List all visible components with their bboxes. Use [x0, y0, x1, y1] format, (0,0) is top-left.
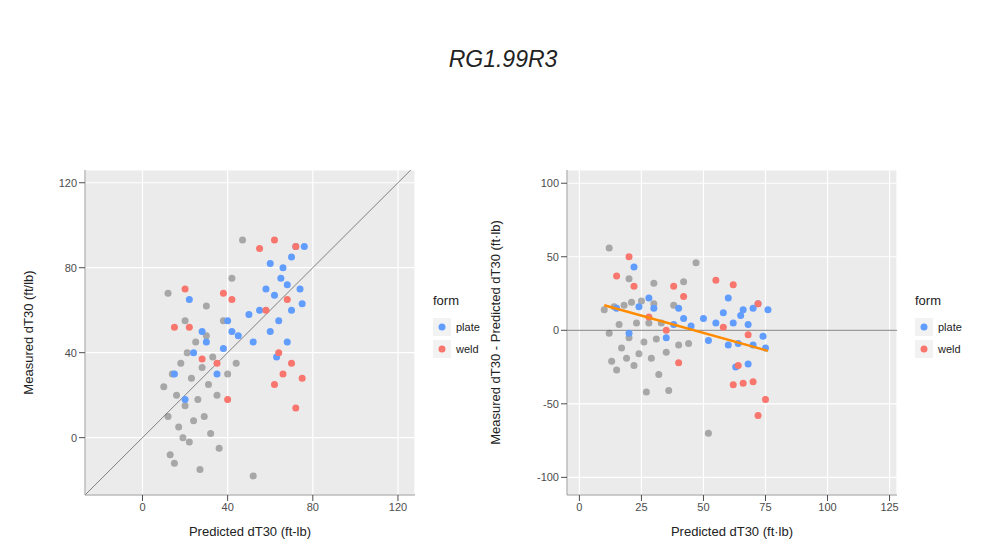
svg-text:120: 120	[59, 177, 77, 189]
svg-text:125: 125	[880, 501, 898, 513]
html-text:weld: weld	[456, 342, 479, 355]
svg-text:-50: -50	[543, 398, 559, 410]
svg-text:Measured dT30 - Predicted dT30: Measured dT30 - Predicted dT30 (ft·lb)	[488, 220, 503, 445]
svg-text:80: 80	[65, 262, 77, 274]
svg-text:40: 40	[65, 347, 77, 359]
svg-text:Predicted dT30 (ft·lb): Predicted dT30 (ft·lb)	[671, 524, 793, 539]
svg-text:0: 0	[71, 432, 77, 444]
svg-text:40: 40	[222, 501, 234, 513]
svg-text:0: 0	[576, 501, 582, 513]
svg-text:Predicted dT30 (ft-lb): Predicted dT30 (ft-lb)	[189, 524, 311, 539]
svg-text:50: 50	[547, 251, 559, 263]
html-text:plate: plate	[456, 320, 480, 333]
svg-text:Measured dT30 (ft/lb): Measured dT30 (ft/lb)	[21, 270, 36, 394]
svg-text:50: 50	[697, 501, 709, 513]
svg-text:80: 80	[307, 501, 319, 513]
html-text:form: form	[433, 292, 459, 308]
svg-text:75: 75	[759, 501, 771, 513]
html-text:weld: weld	[938, 342, 961, 355]
html-text:form: form	[915, 292, 941, 308]
svg-text:100: 100	[818, 501, 836, 513]
svg-text:100: 100	[541, 177, 559, 189]
svg-text:25: 25	[635, 501, 647, 513]
svg-text:0: 0	[139, 501, 145, 513]
html-text:RG1.99R3: RG1.99R3	[448, 46, 558, 72]
svg-text:-100: -100	[537, 471, 559, 483]
svg-text:120: 120	[389, 501, 407, 513]
html-text:plate: plate	[938, 320, 962, 333]
svg-text:0: 0	[553, 324, 559, 336]
